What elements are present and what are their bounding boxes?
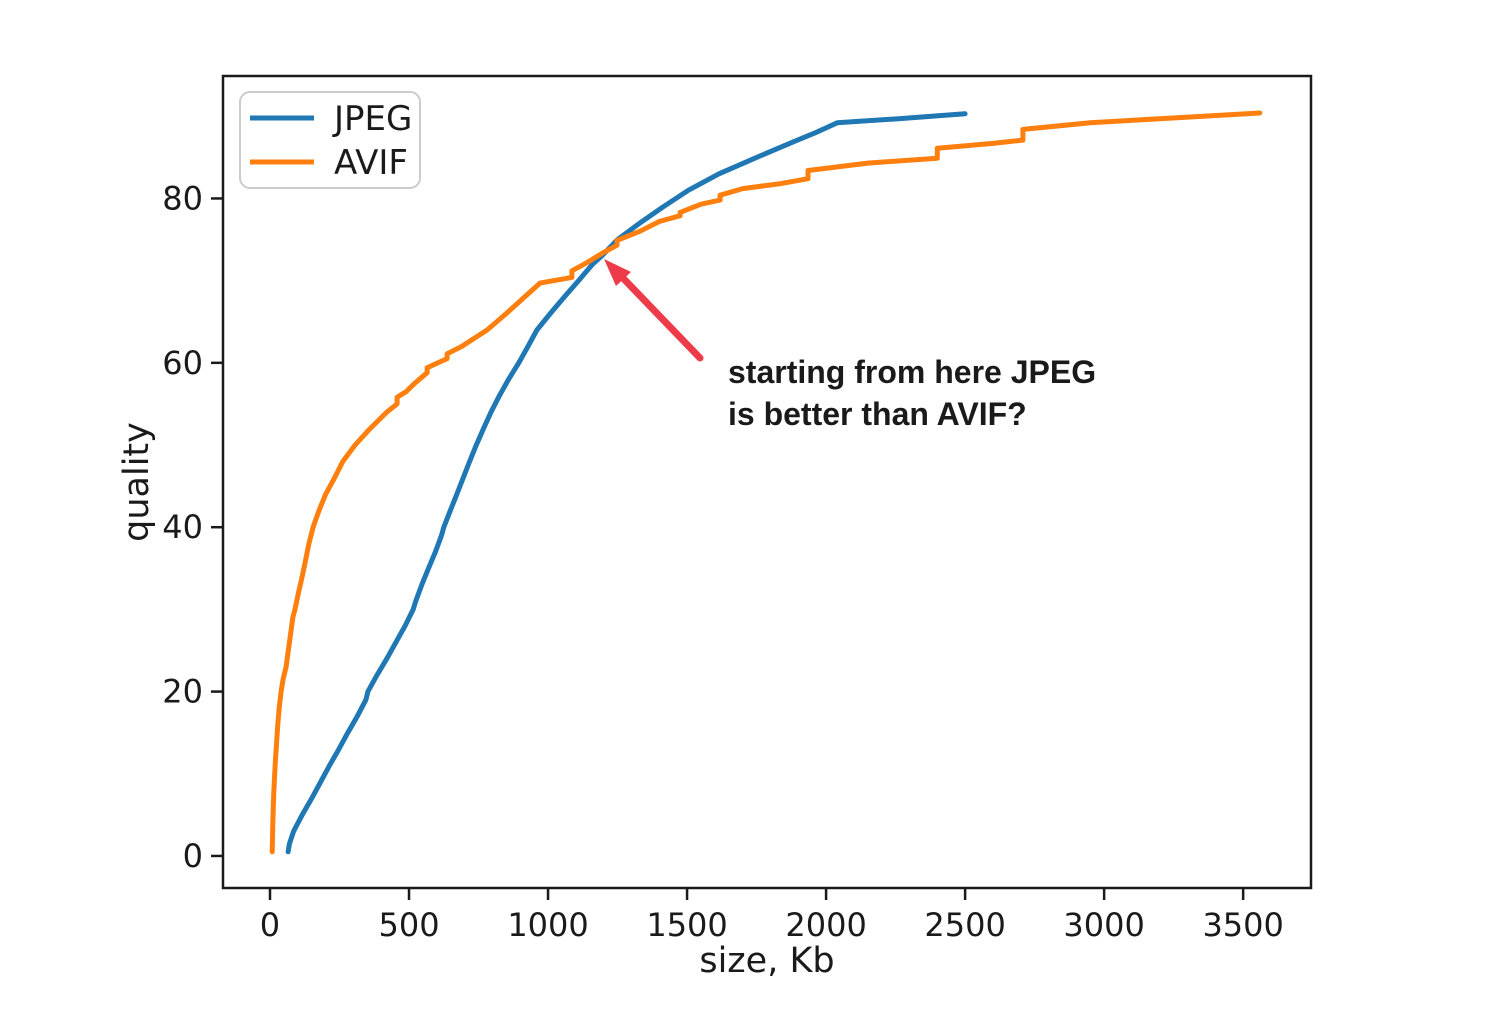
avif-line xyxy=(269,110,1263,855)
curves-layer xyxy=(269,110,1263,855)
y-tick-label: 80 xyxy=(162,179,203,217)
axes-layer: 0 500 1000 1500 2000 2500 3000 3500 0 20 40 60 80 xyxy=(162,179,1284,944)
y-axis-label: quality xyxy=(117,422,157,542)
annotation-arrow-shaft xyxy=(617,272,704,362)
annotation-text: starting from here JPEG is better than A… xyxy=(728,354,1105,432)
x-tick-label: 1500 xyxy=(646,906,727,944)
x-axis-label: size, Kb xyxy=(699,941,834,981)
x-tick-label: 2500 xyxy=(924,906,1005,944)
y-tick-label: 40 xyxy=(162,508,203,546)
annotation-line-2: is better than AVIF? xyxy=(728,396,1027,432)
y-tick-label: 60 xyxy=(162,344,203,382)
plot-border xyxy=(221,74,1313,890)
y-tick-label: 20 xyxy=(162,673,203,711)
annotation-line-1: starting from here JPEG xyxy=(728,354,1096,390)
x-tick-label: 3500 xyxy=(1202,906,1283,944)
legend-label-avif: AVIF xyxy=(334,143,408,183)
jpeg-line xyxy=(285,111,968,855)
x-tick-label: 1000 xyxy=(507,906,588,944)
legend-label-jpeg: JPEG xyxy=(332,99,412,139)
annotation-arrow xyxy=(604,259,704,362)
x-tick-label: 500 xyxy=(378,906,439,944)
x-tick-label: 2000 xyxy=(785,906,866,944)
y-tick-label: 0 xyxy=(183,837,203,875)
x-tick-label: 0 xyxy=(260,906,280,944)
legend: JPEG AVIF xyxy=(239,91,421,189)
annotation: starting from here JPEG is better than A… xyxy=(604,259,1105,432)
x-tick-label: 3000 xyxy=(1063,906,1144,944)
annotation-arrow-head xyxy=(604,259,631,286)
